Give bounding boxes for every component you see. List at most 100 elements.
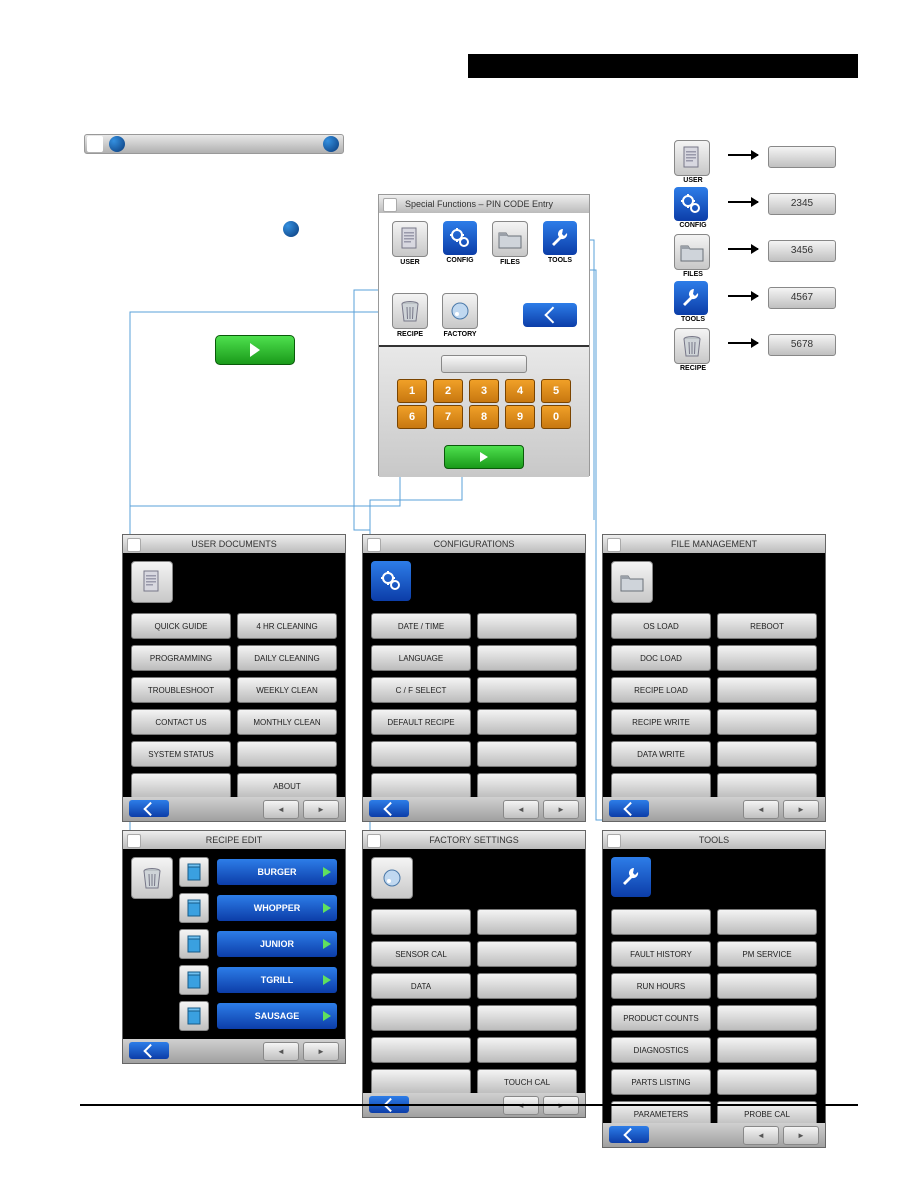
programming-button[interactable]: PROGRAMMING — [131, 645, 231, 671]
daily-cleaning-button[interactable]: DAILY CLEANING — [237, 645, 337, 671]
pin-cat-user[interactable]: USER — [391, 221, 429, 266]
keypad-9[interactable]: 9 — [505, 405, 535, 429]
keypad-2[interactable]: 2 — [433, 379, 463, 403]
pin-value: 4567 — [768, 287, 836, 309]
touch-cal-button[interactable]: TOUCH CAL — [477, 1069, 577, 1095]
keypad-5[interactable]: 5 — [541, 379, 571, 403]
keypad-7[interactable]: 7 — [433, 405, 463, 429]
keypad-go-button[interactable] — [444, 445, 524, 469]
empty-slot: . — [477, 741, 577, 767]
info-icon — [323, 136, 339, 152]
keypad-4[interactable]: 4 — [505, 379, 535, 403]
brand-logo-icon — [127, 538, 141, 552]
pager: ◄► — [263, 1042, 339, 1061]
recipe-row: WHOPPER — [179, 893, 337, 923]
keypad-3[interactable]: 3 — [469, 379, 499, 403]
sensor-cal-button[interactable]: SENSOR CAL — [371, 941, 471, 967]
os-load-button[interactable]: OS LOAD — [611, 613, 711, 639]
recipe-sausage-button[interactable]: SAUSAGE — [217, 1003, 337, 1029]
run-hours-button[interactable]: RUN HOURS — [611, 973, 711, 999]
keypad-0[interactable]: 0 — [541, 405, 571, 429]
next-button[interactable]: ► — [303, 1042, 339, 1061]
legend-config: CONFIG2345 — [674, 187, 874, 241]
empty-slot: . — [477, 973, 577, 999]
quick-guide-button[interactable]: QUICK GUIDE — [131, 613, 231, 639]
keypad-1[interactable]: 1 — [397, 379, 427, 403]
recipe-write-button[interactable]: RECIPE WRITE — [611, 709, 711, 735]
pm-service-button[interactable]: PM SERVICE — [717, 941, 817, 967]
parts-listing-button[interactable]: PARTS LISTING — [611, 1069, 711, 1095]
next-button[interactable]: ► — [783, 800, 819, 819]
data-button[interactable]: DATA — [371, 973, 471, 999]
c-f-select-button[interactable]: C / F SELECT — [371, 677, 471, 703]
recipe-tgrill-button[interactable]: TGRILL — [217, 967, 337, 993]
weekly-clean-button[interactable]: WEEKLY CLEAN — [237, 677, 337, 703]
about-button[interactable]: ABOUT — [237, 773, 337, 799]
fault-history-button[interactable]: FAULT HISTORY — [611, 941, 711, 967]
screen-footer: ◄► — [603, 1123, 825, 1147]
prev-button[interactable]: ◄ — [263, 800, 299, 819]
recipe-junior-button[interactable]: JUNIOR — [217, 931, 337, 957]
pin-cat-recipe[interactable]: RECIPE — [391, 293, 429, 338]
back-button[interactable] — [129, 800, 169, 817]
back-button[interactable] — [523, 303, 577, 327]
recipe-whopper-button[interactable]: WHOPPER — [217, 895, 337, 921]
pin-cat-label: FACTORY — [441, 331, 479, 338]
back-button[interactable] — [369, 800, 409, 817]
pin-cat-tools[interactable]: TOOLS — [541, 221, 579, 264]
reboot-button[interactable]: REBOOT — [717, 613, 817, 639]
empty-slot: . — [717, 645, 817, 671]
diagnostics-button[interactable]: DIAGNOSTICS — [611, 1037, 711, 1063]
recipe-bin-icon[interactable] — [179, 893, 209, 923]
pin-cat-config[interactable]: CONFIG — [441, 221, 479, 264]
screen-body: BURGER WHOPPER JUNIOR TGRILL SAUSAGE — [123, 849, 345, 1039]
back-button[interactable] — [609, 800, 649, 817]
system-status-button[interactable]: SYSTEM STATUS — [131, 741, 231, 767]
keypad-6[interactable]: 6 — [397, 405, 427, 429]
prev-button[interactable]: ◄ — [263, 1042, 299, 1061]
date-time-button[interactable]: DATE / TIME — [371, 613, 471, 639]
monthly-clean-button[interactable]: MONTHLY CLEAN — [237, 709, 337, 735]
screen-body: DATE / TIME.LANGUAGE.C / F SELECT.DEFAUL… — [363, 553, 585, 797]
recipe-row: SAUSAGE — [179, 1001, 337, 1031]
next-button[interactable]: ► — [783, 1126, 819, 1145]
recipe-row: BURGER — [179, 857, 337, 887]
screen-footer: ◄► — [123, 1039, 345, 1063]
next-button[interactable]: ► — [303, 800, 339, 819]
troubleshoot-button[interactable]: TROUBLESHOOT — [131, 677, 231, 703]
4-hr-cleaning-button[interactable]: 4 HR CLEANING — [237, 613, 337, 639]
back-button[interactable] — [129, 1042, 169, 1059]
screen-title: FILE MANAGEMENT — [603, 535, 825, 553]
prev-button[interactable]: ◄ — [503, 800, 539, 819]
recipe-burger-button[interactable]: BURGER — [217, 859, 337, 885]
empty-slot: . — [371, 773, 471, 799]
default-recipe-button[interactable]: DEFAULT RECIPE — [371, 709, 471, 735]
product-counts-button[interactable]: PRODUCT COUNTS — [611, 1005, 711, 1031]
screen-title: CONFIGURATIONS — [363, 535, 585, 553]
pin-cat-label: TOOLS — [541, 257, 579, 264]
data-write-button[interactable]: DATA WRITE — [611, 741, 711, 767]
go-button[interactable] — [215, 335, 295, 365]
pin-cat-files[interactable]: FILES — [491, 221, 529, 266]
recipe-load-button[interactable]: RECIPE LOAD — [611, 677, 711, 703]
keypad-8[interactable]: 8 — [469, 405, 499, 429]
prev-button[interactable]: ◄ — [743, 800, 779, 819]
back-button[interactable] — [609, 1126, 649, 1143]
recipe-bin-icon[interactable] — [179, 1001, 209, 1031]
legend-files: FILES3456 — [674, 234, 874, 288]
recipe-bin-icon[interactable] — [179, 857, 209, 887]
screen-footer: ◄► — [123, 797, 345, 821]
next-button[interactable]: ► — [543, 800, 579, 819]
arrow-icon — [728, 295, 758, 297]
pin-cat-factory[interactable]: FACTORY — [441, 293, 479, 338]
screen-footer: ◄► — [603, 797, 825, 821]
contact-us-button[interactable]: CONTACT US — [131, 709, 231, 735]
recipe-bin-icon[interactable] — [179, 965, 209, 995]
recipe-bin-icon[interactable] — [179, 929, 209, 959]
empty-slot: . — [717, 677, 817, 703]
prev-button[interactable]: ◄ — [743, 1126, 779, 1145]
language-button[interactable]: LANGUAGE — [371, 645, 471, 671]
doc-load-button[interactable]: DOC LOAD — [611, 645, 711, 671]
screen-body: QUICK GUIDE4 HR CLEANINGPROGRAMMINGDAILY… — [123, 553, 345, 797]
folder-icon — [611, 561, 653, 603]
